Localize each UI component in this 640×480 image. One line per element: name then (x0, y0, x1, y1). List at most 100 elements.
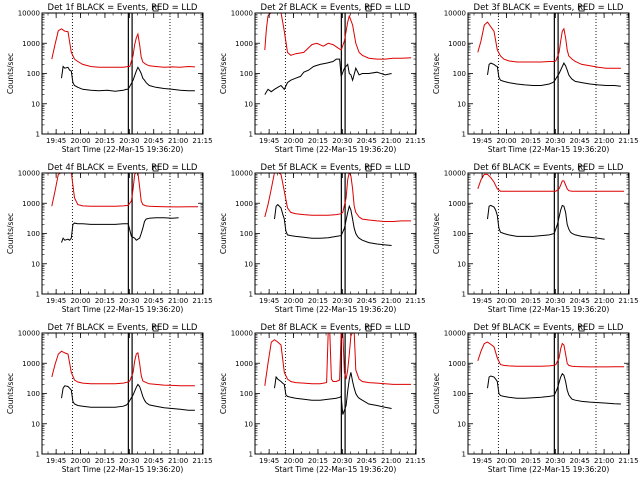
y-axis-label: Counts/sec (6, 213, 15, 254)
x-tick-label: 20:15 (95, 457, 115, 465)
series-events-line (264, 58, 392, 95)
title-marker (365, 5, 372, 12)
x-tick-label: 19:45 (46, 297, 66, 305)
plot-frame (41, 332, 204, 455)
y-tick-label: 1000 (22, 360, 40, 368)
x-tick-label: 19:45 (46, 137, 66, 145)
panel-det-5: Det 5f BLACK = Events, RED = LLD 1 10 100 10… (219, 163, 426, 314)
x-tick-label: 20:45 (570, 297, 590, 305)
title-marker (152, 165, 159, 172)
y-axis-label: Counts/sec (432, 373, 441, 414)
panel-title: Det 2f BLACK = Events, RED = LLD (261, 3, 411, 13)
y-tick-label: 1000 (448, 200, 466, 208)
panel-title: Det 6f BLACK = Events, RED = LLD (474, 163, 624, 173)
x-tick-label: 21:00 (168, 137, 188, 145)
y-tick-label: 100 (27, 390, 40, 398)
y-tick-label: 10 (457, 100, 466, 108)
y-tick-label: 1 (36, 131, 40, 139)
x-axis-label: Start Time (22-Mar-15 19:36:20) (488, 145, 610, 154)
series-events-line (487, 372, 621, 405)
y-tick-label: 1 (249, 291, 253, 299)
x-tick-label: 21:15 (618, 297, 638, 305)
x-tick-label: 21:00 (381, 137, 401, 145)
x-tick-label: 19:45 (259, 457, 279, 465)
x-tick-label: 20:15 (95, 137, 115, 145)
y-tick-label: 1 (462, 131, 466, 139)
y-tick-label: 100 (27, 230, 40, 238)
series-events-line (487, 204, 605, 240)
y-axis-label: Counts/sec (219, 213, 228, 254)
series-events-line (487, 62, 621, 87)
x-tick-label: 20:00 (70, 137, 90, 145)
x-tick-label: 21:00 (594, 457, 614, 465)
panel-det-4: Det 4f BLACK = Events, RED = LLD 1 10 100 10… (6, 163, 213, 314)
x-tick-label: 20:15 (521, 297, 541, 305)
title-marker (578, 5, 585, 12)
y-tick-label: 1 (249, 131, 253, 139)
x-tick-label: 21:00 (594, 137, 614, 145)
x-tick-label: 20:30 (119, 297, 139, 305)
y-tick-label: 10000 (231, 170, 253, 178)
x-tick-label: 20:00 (283, 137, 303, 145)
y-tick-label: 1 (462, 291, 466, 299)
x-tick-label: 20:30 (545, 457, 565, 465)
x-tick-label: 21:15 (192, 297, 212, 305)
x-tick-label: 21:00 (168, 457, 188, 465)
panel-title: Det 9f BLACK = Events, RED = LLD (474, 323, 624, 333)
x-tick-label: 21:00 (594, 297, 614, 305)
y-tick-label: 1000 (448, 360, 466, 368)
x-tick-label: 20:45 (570, 457, 590, 465)
panel-title: Det 1f BLACK = Events, RED = LLD (48, 3, 198, 13)
x-tick-label: 20:00 (70, 297, 90, 305)
x-tick-label: 21:15 (192, 457, 212, 465)
y-tick-label: 10000 (444, 170, 466, 178)
y-tick-label: 10000 (444, 330, 466, 338)
panel-title: Det 3f BLACK = Events, RED = LLD (474, 3, 624, 13)
y-tick-label: 10 (244, 260, 253, 268)
series-lld-line (51, 173, 199, 208)
x-tick-label: 20:45 (144, 137, 164, 145)
y-tick-label: 10000 (231, 330, 253, 338)
x-tick-label: 20:15 (308, 137, 328, 145)
series-lld-line (477, 21, 621, 69)
x-tick-label: 19:45 (472, 137, 492, 145)
title-marker (152, 325, 159, 332)
series-lld-line (51, 28, 195, 68)
x-tick-label: 20:30 (332, 457, 352, 465)
panel-det-8: Det 8f BLACK = Events, RED = LLD 1 10 100 10… (219, 323, 426, 474)
y-axis-label: Counts/sec (219, 53, 228, 94)
x-tick-label: 21:00 (168, 297, 188, 305)
plot-frame (254, 172, 417, 295)
y-tick-label: 10 (31, 260, 40, 268)
plot-frame (467, 12, 630, 135)
x-tick-label: 20:15 (521, 457, 541, 465)
y-tick-label: 10000 (18, 10, 40, 18)
series-lld-line (51, 350, 195, 387)
y-tick-label: 10 (31, 100, 40, 108)
panel-det-1: Det 1f BLACK = Events, RED = LLD 1 10 100 10… (6, 3, 213, 154)
y-tick-label: 1 (36, 451, 40, 459)
series-lld-line (477, 341, 625, 368)
y-tick-label: 10000 (18, 330, 40, 338)
y-axis-label: Counts/sec (219, 373, 228, 414)
x-tick-label: 20:00 (496, 137, 516, 145)
y-tick-label: 10000 (18, 170, 40, 178)
x-tick-label: 20:45 (144, 457, 164, 465)
y-tick-label: 1000 (22, 40, 40, 48)
x-tick-label: 20:45 (570, 137, 590, 145)
y-tick-label: 100 (453, 70, 466, 78)
y-tick-label: 100 (240, 390, 253, 398)
x-tick-label: 20:45 (144, 297, 164, 305)
panel-det-6: Det 6f BLACK = Events, RED = LLD 1 10 100 10… (432, 163, 639, 314)
series-events-line (61, 65, 195, 92)
y-tick-label: 1000 (235, 360, 253, 368)
panel-title: Det 5f BLACK = Events, RED = LLD (261, 163, 411, 173)
y-tick-label: 10 (31, 420, 40, 428)
series-events-line (61, 217, 179, 243)
y-tick-label: 100 (27, 70, 40, 78)
y-tick-label: 100 (240, 230, 253, 238)
plot-frame (467, 332, 630, 455)
x-tick-label: 21:00 (381, 297, 401, 305)
y-tick-label: 10 (244, 420, 253, 428)
